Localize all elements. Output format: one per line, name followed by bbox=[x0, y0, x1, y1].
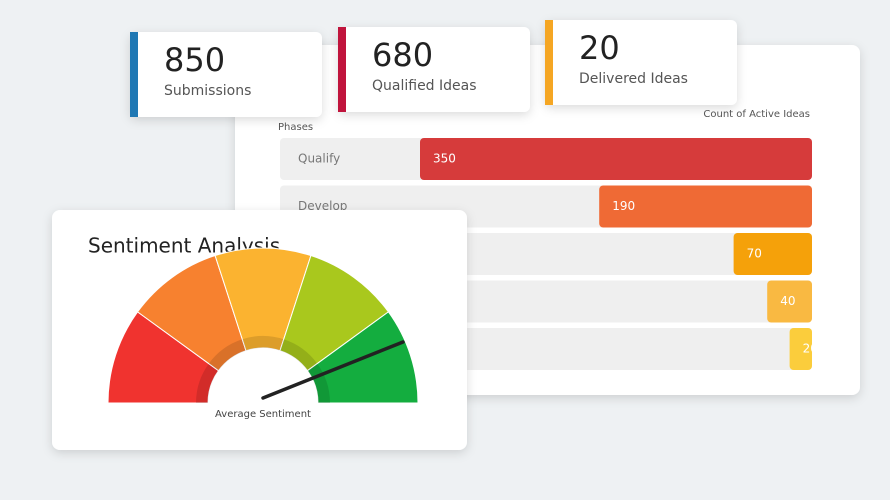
kpi-bg bbox=[338, 27, 530, 112]
gauge-inner bbox=[196, 363, 219, 403]
bar bbox=[733, 233, 812, 275]
kpi-label: Qualified Ideas bbox=[372, 78, 477, 94]
bar bbox=[789, 328, 812, 370]
gauge-card: Sentiment Analysis Average Sentiment bbox=[52, 210, 467, 450]
kpi-label: Submissions bbox=[164, 83, 251, 99]
gauge-arcs bbox=[107, 247, 419, 404]
kpi-card: 850 Submissions bbox=[130, 32, 322, 117]
bar-label: 190 bbox=[612, 199, 635, 213]
kpi-cards: 850 Submissions 680 Qualified Ideas 20 Delive… bbox=[130, 20, 737, 117]
bar-label: 40 bbox=[780, 294, 795, 308]
kpi-accent bbox=[130, 32, 138, 117]
bar bbox=[599, 185, 812, 228]
bar-label: 70 bbox=[747, 247, 762, 261]
bar-label: 350 bbox=[433, 152, 456, 166]
kpi-accent bbox=[545, 20, 553, 105]
axis-label: Phases bbox=[278, 122, 313, 133]
bar-label: 20 bbox=[803, 342, 818, 356]
kpi-value: 850 bbox=[164, 41, 225, 79]
kpi-label: Delivered Ideas bbox=[579, 71, 688, 87]
bar bbox=[420, 138, 812, 180]
kpi-accent bbox=[338, 27, 346, 112]
gauge-inner bbox=[279, 339, 318, 371]
kpi-value: 20 bbox=[579, 29, 620, 67]
category-label: Develop bbox=[298, 199, 347, 213]
kpi-card: 20 Delivered Ideas bbox=[545, 20, 737, 105]
category-label: Qualify bbox=[298, 152, 340, 166]
gauge-inner bbox=[242, 335, 284, 351]
gauge-inner bbox=[208, 339, 247, 371]
bar bbox=[767, 280, 812, 323]
kpi-value: 680 bbox=[372, 36, 433, 74]
kpi-card: 680 Qualified Ideas bbox=[338, 27, 530, 112]
gauge-label: Average Sentiment bbox=[215, 409, 311, 420]
value-label: Count of Active Ideas bbox=[703, 109, 810, 120]
gauge-inner bbox=[307, 363, 330, 403]
kpi-bg bbox=[545, 20, 737, 105]
kpi-bg bbox=[130, 32, 322, 117]
needle bbox=[261, 340, 405, 400]
